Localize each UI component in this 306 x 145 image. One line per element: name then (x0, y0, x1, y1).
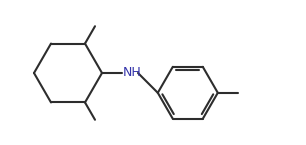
Text: NH: NH (123, 67, 142, 79)
